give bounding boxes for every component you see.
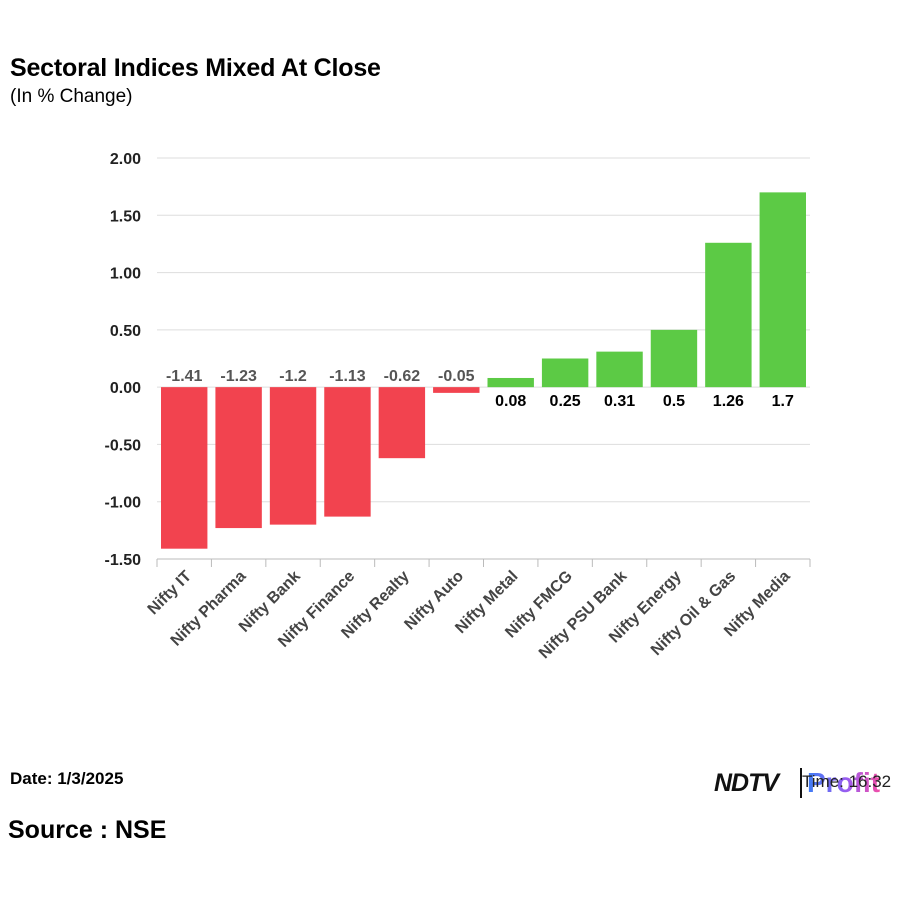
data-label: -1.13 xyxy=(329,368,366,385)
bar xyxy=(650,329,698,388)
y-tick-label: -1.50 xyxy=(105,552,142,569)
source-label: Source : NSE xyxy=(8,816,167,844)
bar xyxy=(378,387,426,459)
data-label: 0.25 xyxy=(550,393,581,410)
y-tick-label: 0.50 xyxy=(110,323,141,340)
bar xyxy=(215,387,262,529)
bar xyxy=(541,358,589,388)
bar xyxy=(759,192,806,388)
y-tick-label: 0.00 xyxy=(110,380,141,397)
date-label: Date: 1/3/2025 xyxy=(10,769,124,788)
bar xyxy=(596,351,643,388)
bar xyxy=(269,387,317,525)
time-label: Time: 16:32 xyxy=(802,772,892,791)
y-tick-label: 2.00 xyxy=(110,151,141,168)
data-label: 0.31 xyxy=(604,393,635,410)
data-label: 0.08 xyxy=(495,393,526,410)
y-tick-label: -0.50 xyxy=(105,437,142,454)
y-tick-label: 1.50 xyxy=(110,208,141,225)
data-label: 1.26 xyxy=(713,393,744,410)
data-label: -1.2 xyxy=(279,368,307,385)
data-label: -1.41 xyxy=(166,368,203,385)
chart-subtitle: (In % Change) xyxy=(10,86,133,107)
brand-logo: NDTV Profit Time: 16:32 xyxy=(714,766,894,802)
bar xyxy=(324,387,371,517)
data-label: 0.5 xyxy=(663,393,685,410)
chart-title: Sectoral Indices Mixed At Close xyxy=(10,54,381,82)
profit-wordmark: Profit xyxy=(807,767,881,798)
x-tick-label: Nifty IT xyxy=(145,568,196,619)
logo-divider xyxy=(800,768,802,798)
bar xyxy=(161,387,208,549)
y-tick-label: -1.00 xyxy=(105,495,142,512)
bar xyxy=(705,242,752,388)
ndtv-wordmark: NDTV xyxy=(714,769,779,797)
data-label: 1.7 xyxy=(772,393,794,410)
y-tick-label: 1.00 xyxy=(110,266,141,283)
bar xyxy=(487,377,534,388)
data-label: -1.23 xyxy=(220,368,257,385)
data-label: -0.62 xyxy=(384,368,421,385)
bar xyxy=(433,387,480,393)
data-label: -0.05 xyxy=(438,368,475,385)
